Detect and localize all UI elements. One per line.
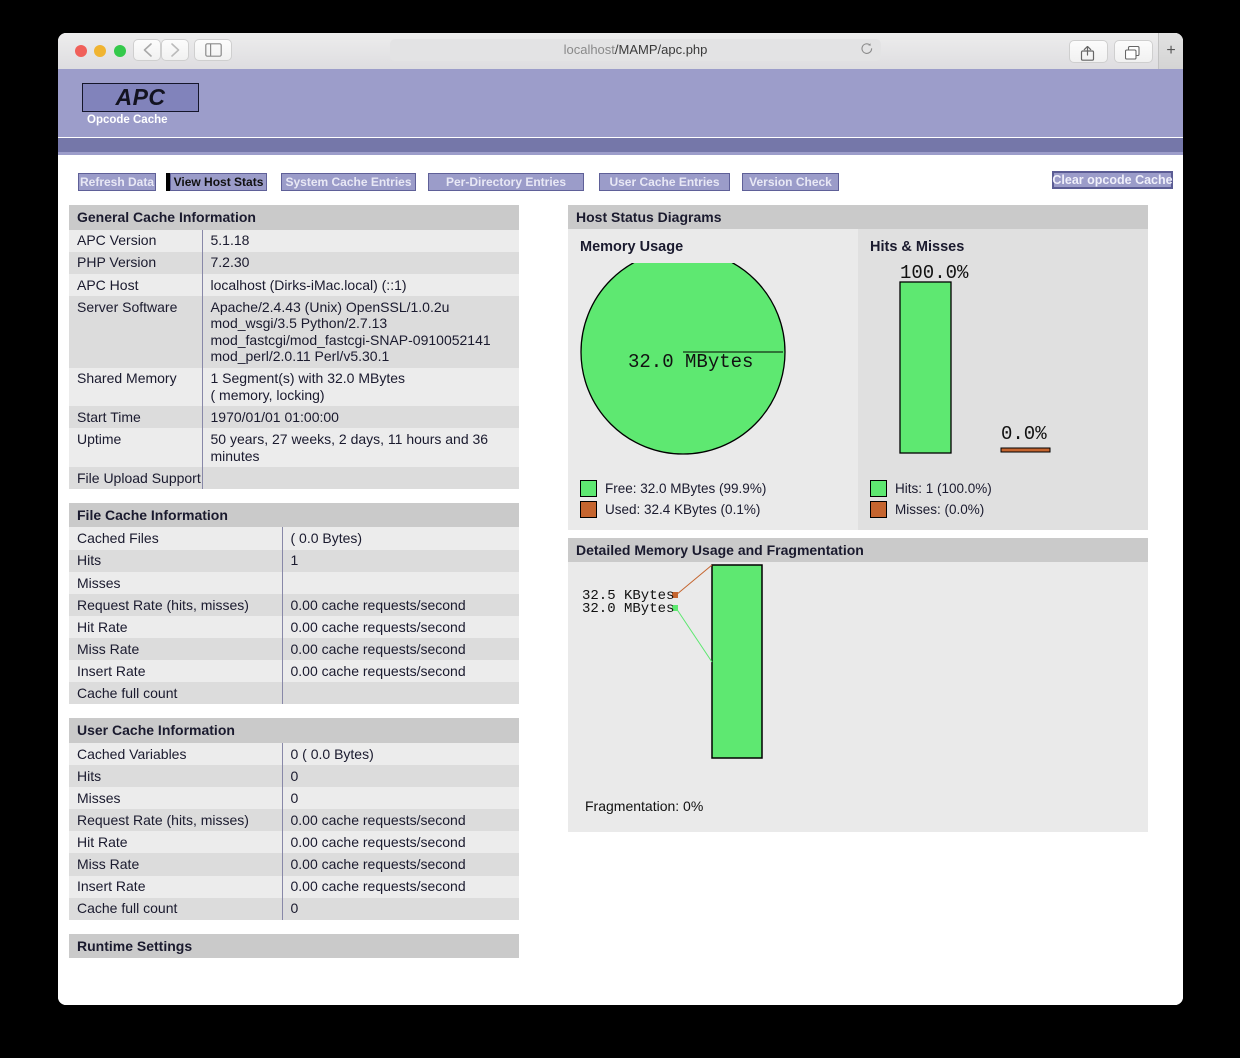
svg-text:0.0%: 0.0% bbox=[1001, 423, 1047, 445]
svg-text:32.0 MBytes: 32.0 MBytes bbox=[628, 351, 753, 373]
svg-text:100.0%: 100.0% bbox=[900, 263, 969, 284]
svg-text:32.0 MBytes: 32.0 MBytes bbox=[582, 601, 674, 617]
